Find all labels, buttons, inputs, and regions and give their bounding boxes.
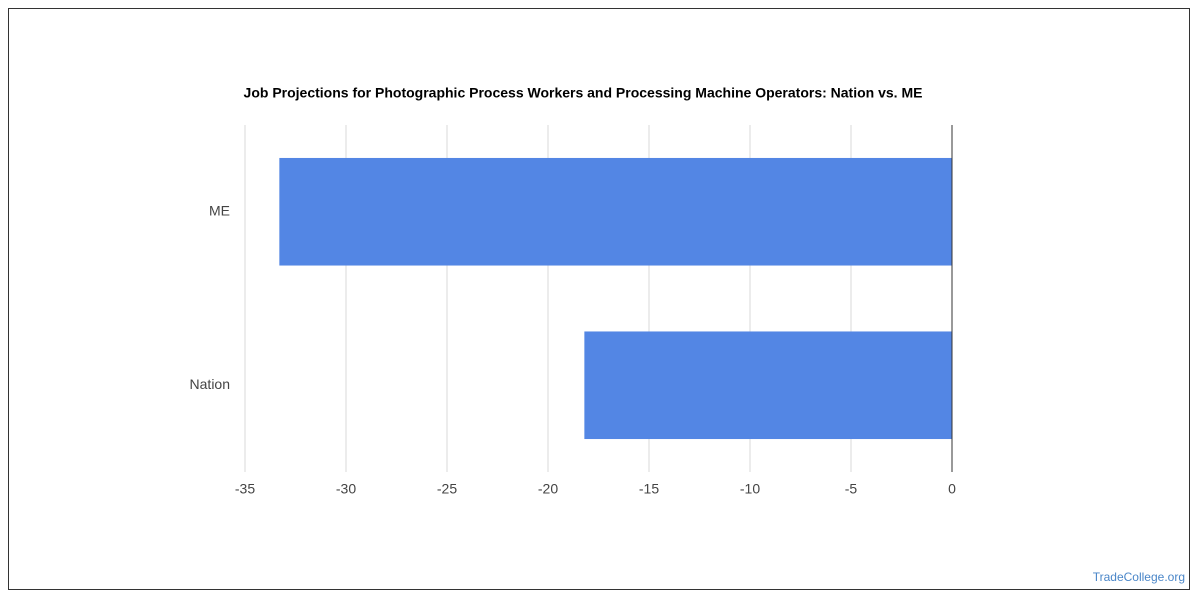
y-tick-label: Nation [190,376,230,392]
x-tick-label: 0 [948,481,956,497]
x-tick-label: -30 [336,481,356,497]
chart-frame [8,8,1190,590]
chart-title: Job Projections for Photographic Process… [244,85,923,101]
source-watermark: TradeCollege.org [1093,570,1185,584]
x-tick-label: -10 [740,481,760,497]
x-tick-label: -15 [639,481,659,497]
bar [584,331,952,440]
x-tick-label: -25 [437,481,457,497]
x-tick-label: -35 [235,481,255,497]
x-tick-label: -20 [538,481,558,497]
x-tick-label: -5 [845,481,858,497]
bar [279,157,953,266]
y-tick-label: ME [209,202,230,218]
